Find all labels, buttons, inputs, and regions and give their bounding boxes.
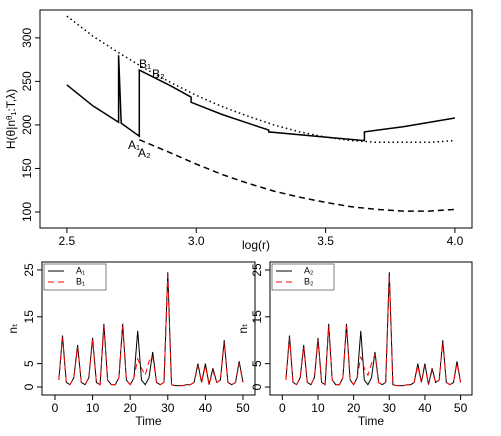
annotation: B₁ bbox=[139, 57, 151, 71]
x-tick-label: 40 bbox=[199, 401, 213, 415]
y-tick-label: 0 bbox=[22, 383, 36, 390]
plot-frame bbox=[39, 9, 473, 229]
y-axis-label: nₜ bbox=[6, 323, 20, 333]
x-axis-label: log(r) bbox=[242, 238, 270, 252]
series-line bbox=[58, 274, 244, 387]
x-tick-label: 40 bbox=[418, 401, 432, 415]
annotation: A₂ bbox=[138, 146, 151, 160]
legend-box bbox=[43, 263, 107, 291]
x-tick-label: 3.0 bbox=[188, 234, 205, 248]
y-axis-label: H(θ|nᶿ₁:T,λ) bbox=[4, 89, 18, 149]
legend-label: B₂ bbox=[304, 276, 314, 286]
annotation: B₂ bbox=[152, 67, 165, 81]
y-tick-label: 5 bbox=[250, 360, 264, 367]
x-tick-label: 50 bbox=[236, 401, 250, 415]
x-tick-label: 20 bbox=[124, 401, 138, 415]
y-tick-label: 25 bbox=[250, 263, 264, 277]
x-tick-label: 2.5 bbox=[59, 234, 76, 248]
y-tick-label: 0 bbox=[250, 383, 264, 390]
x-tick-label: 3.5 bbox=[317, 234, 334, 248]
x-tick-label: 4.0 bbox=[447, 234, 464, 248]
series-line bbox=[139, 139, 455, 212]
x-tick-label: 10 bbox=[86, 401, 100, 415]
y-axis-label: nₜ bbox=[236, 323, 250, 333]
legend-box bbox=[271, 263, 335, 291]
x-tick-label: 30 bbox=[161, 401, 175, 415]
legend-label: A₁ bbox=[76, 265, 85, 275]
y-tick-label: 200 bbox=[20, 115, 34, 135]
plot-frame bbox=[269, 261, 473, 396]
y-tick-label: 5 bbox=[22, 360, 36, 367]
y-tick-label: 150 bbox=[20, 158, 34, 178]
x-tick-label: 50 bbox=[454, 401, 468, 415]
x-axis-label: Time bbox=[135, 414, 162, 428]
annotation: A₁ bbox=[128, 138, 140, 152]
y-tick-label: 100 bbox=[20, 202, 34, 222]
x-tick-label: 30 bbox=[383, 401, 397, 415]
legend-label: B₁ bbox=[76, 276, 85, 286]
x-tick-label: 20 bbox=[347, 401, 361, 415]
x-axis-label: Time bbox=[358, 414, 385, 428]
legend-label: A₂ bbox=[304, 265, 314, 275]
x-tick-label: 10 bbox=[311, 401, 325, 415]
y-tick-label: 25 bbox=[22, 263, 36, 277]
x-tick-label: 0 bbox=[279, 401, 286, 415]
y-tick-label: 15 bbox=[250, 310, 264, 324]
y-tick-label: 300 bbox=[20, 28, 34, 48]
series-line bbox=[66, 55, 456, 142]
y-tick-label: 250 bbox=[20, 71, 34, 91]
x-tick-label: 0 bbox=[52, 401, 59, 415]
series-line bbox=[285, 274, 462, 387]
series-line bbox=[66, 15, 455, 144]
y-tick-label: 15 bbox=[22, 310, 36, 324]
plot-frame bbox=[41, 261, 256, 396]
